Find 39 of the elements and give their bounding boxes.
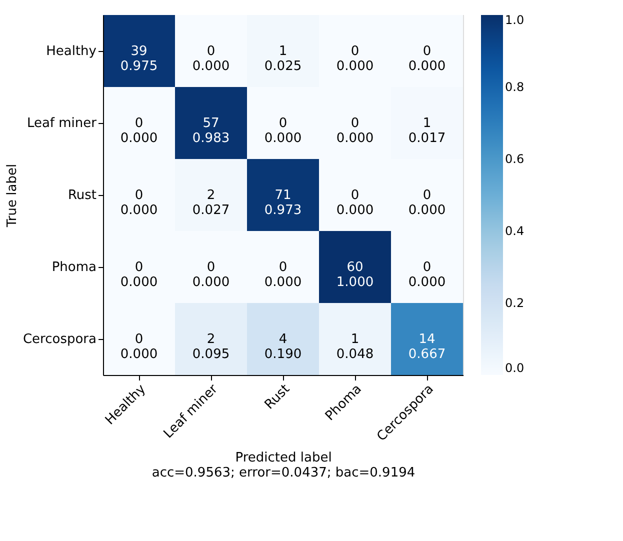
- color-bar-label: 0.2: [505, 296, 524, 310]
- data-label: 71 0.973: [264, 188, 302, 218]
- color-bar-label: 1.0: [505, 13, 524, 27]
- data-label: 0 0.000: [264, 116, 302, 146]
- y-tick-label: Leaf miner: [26, 116, 98, 131]
- data-label: 0 0.000: [336, 44, 374, 74]
- data-label: 0 0.000: [192, 260, 230, 290]
- color-bar-label: 0.0: [505, 361, 524, 375]
- data-label: 1 0.017: [408, 116, 446, 146]
- y-tick-label: Healthy: [46, 44, 97, 59]
- color-bar-label: 0.4: [505, 224, 524, 238]
- data-label: 0 0.000: [120, 116, 158, 146]
- data-label: 0 0.000: [336, 116, 374, 146]
- data-label: 0 0.000: [408, 188, 446, 218]
- data-label: 2 0.095: [192, 332, 230, 362]
- data-label: 14 0.667: [408, 332, 446, 362]
- data-label: 0 0.000: [336, 188, 374, 218]
- text: acc=0.9563; error=0.0437; bac=0.9194: [152, 466, 416, 481]
- y-axis-title: True label: [4, 164, 20, 228]
- y-tick-label: Rust: [68, 188, 96, 203]
- data-label: 1 0.048: [336, 332, 374, 362]
- data-label: 4 0.190: [264, 332, 302, 362]
- color-bar-label: 0.8: [505, 80, 524, 94]
- x-axis-title: Predicted label: [235, 450, 332, 466]
- data-label: 0 0.000: [120, 188, 158, 218]
- data-label: 0 0.000: [408, 260, 446, 290]
- data-label: 0 0.000: [192, 44, 230, 74]
- y-tick-label: Cercospora: [22, 332, 96, 347]
- data-label: 60 1.000: [336, 260, 374, 290]
- data-label: 1 0.025: [264, 44, 302, 74]
- y-tick-label: Phoma: [52, 260, 96, 275]
- data-label: 39 0.975: [120, 44, 158, 74]
- data-label: 57 0.983: [192, 116, 230, 146]
- data-label: 0 0.000: [120, 260, 158, 290]
- color-bar-label: 0.6: [505, 152, 524, 166]
- data-label: 0 0.000: [264, 260, 302, 290]
- data-label: 0 0.000: [408, 44, 446, 74]
- data-label: 0 0.000: [120, 332, 158, 362]
- data-label: 2 0.027: [192, 188, 230, 218]
